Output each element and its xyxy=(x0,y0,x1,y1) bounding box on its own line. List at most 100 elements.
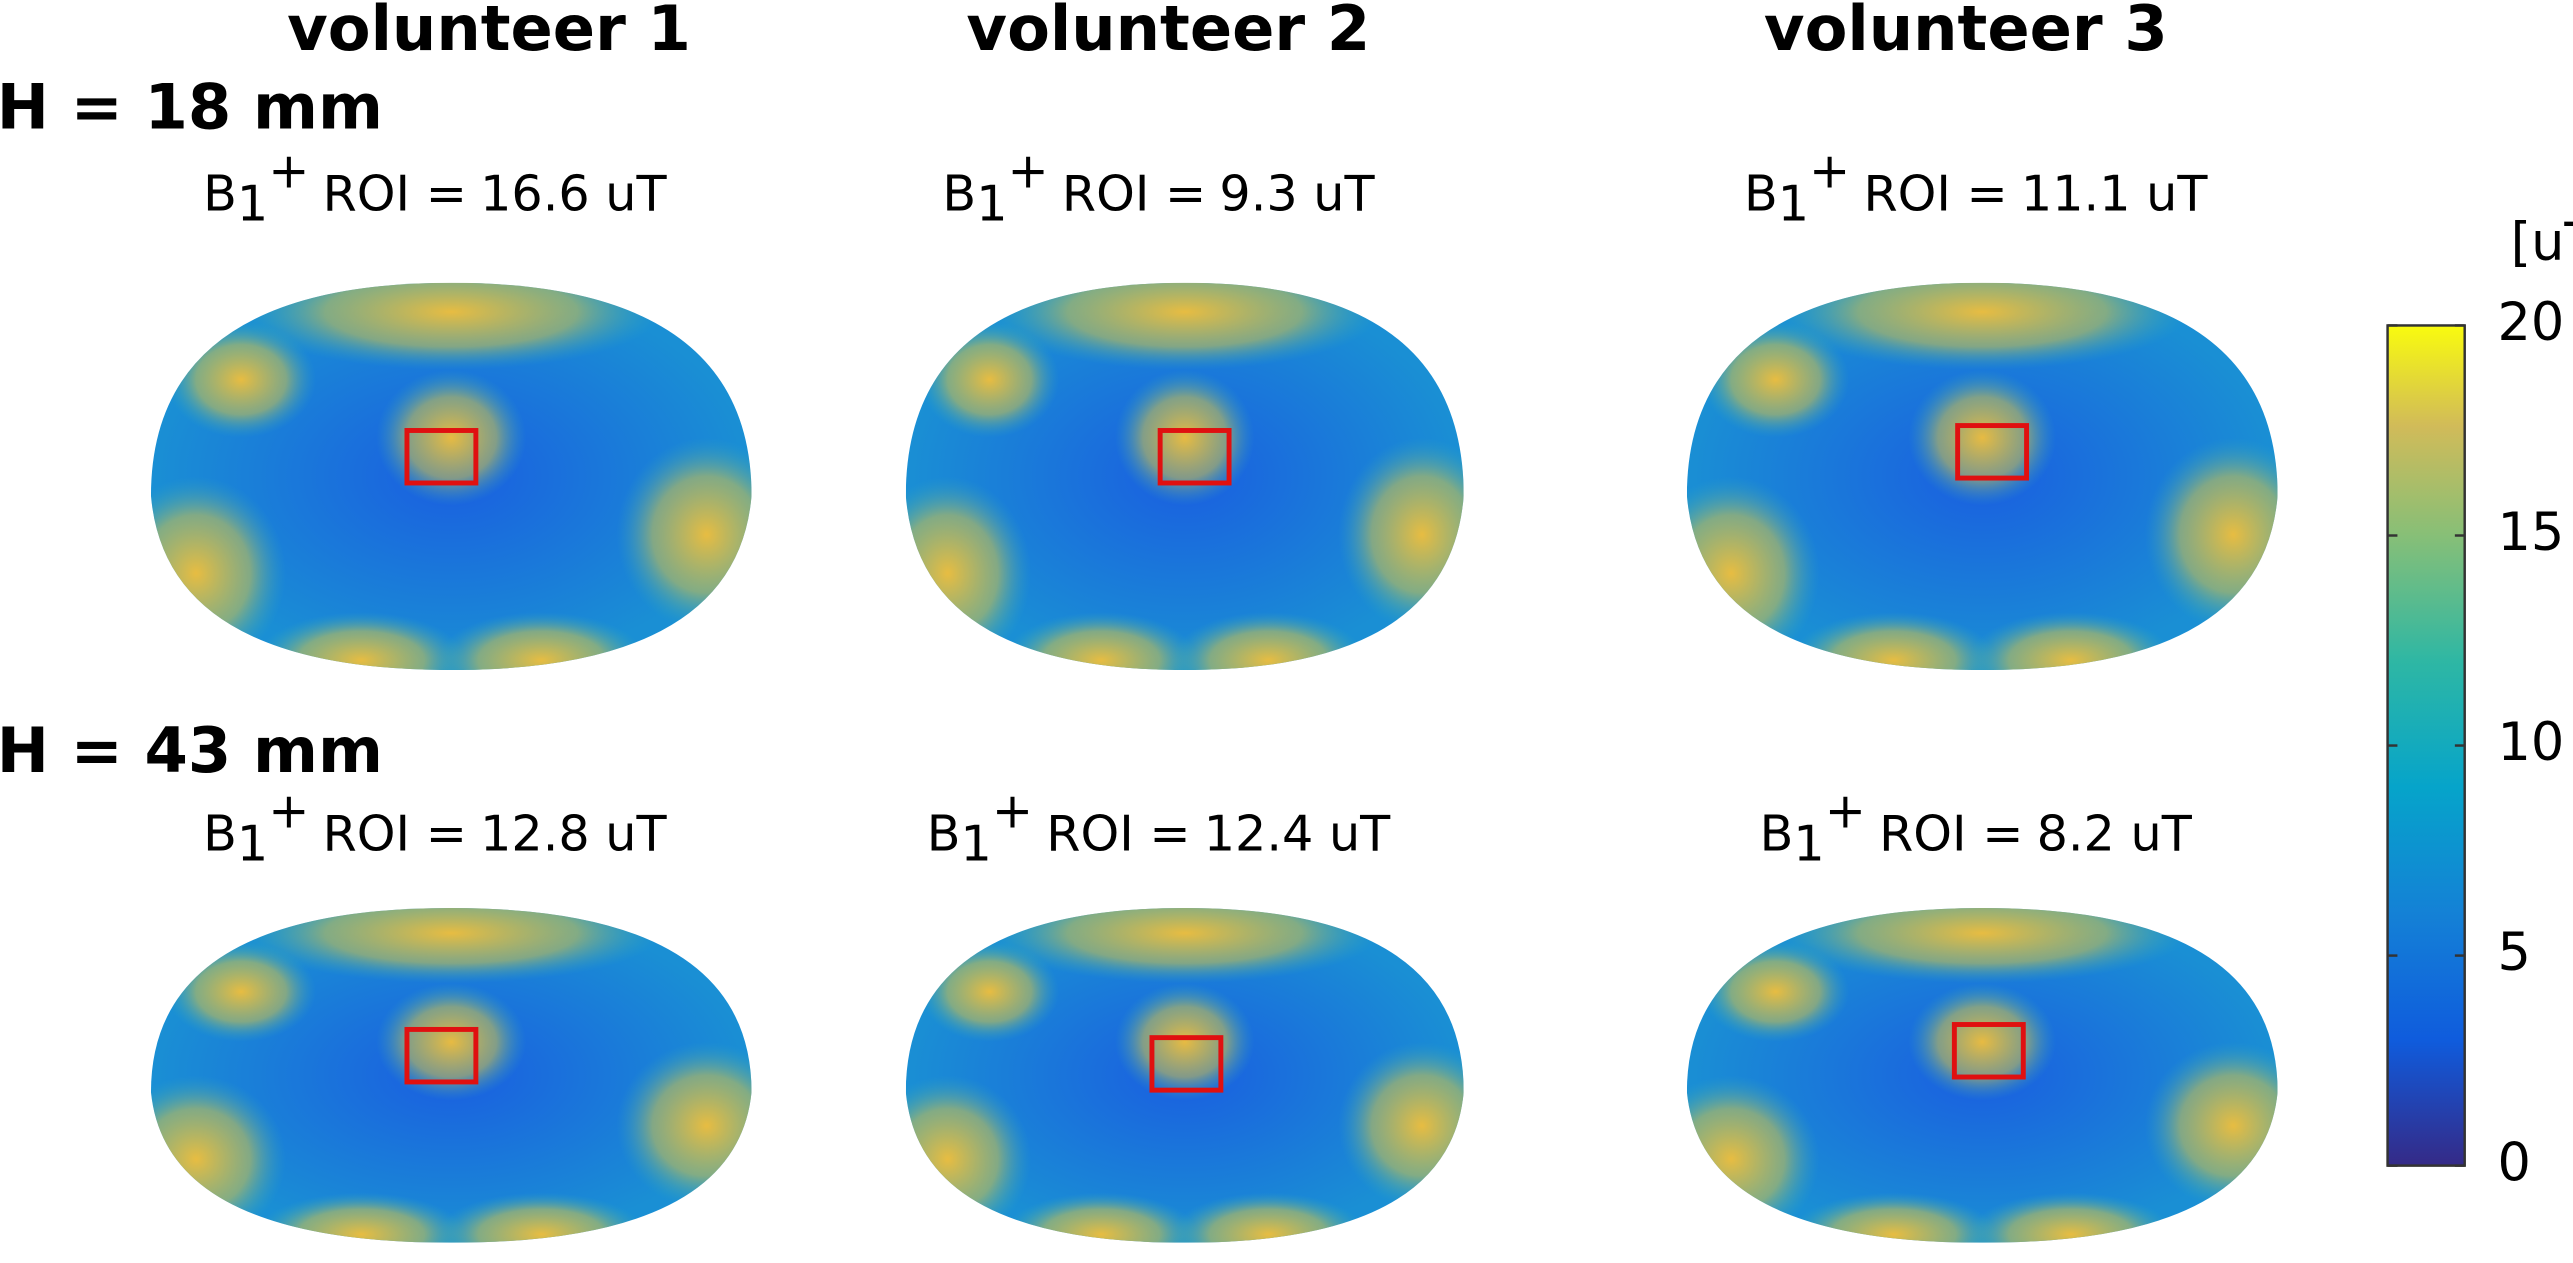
high-field-region xyxy=(1170,611,1367,671)
high-field-region xyxy=(150,476,287,671)
high-field-region xyxy=(616,1041,752,1210)
high-field-region xyxy=(1701,321,1850,438)
high-field-region xyxy=(919,321,1060,438)
roi-label: B1+ ROI = 8.2 uT xyxy=(1760,782,2193,873)
high-field-region xyxy=(436,611,647,671)
roi-text: ROI = xyxy=(1879,805,2023,863)
high-field-region xyxy=(1686,476,1820,671)
high-field-region xyxy=(1908,983,2057,1101)
b1-map xyxy=(1686,282,2278,671)
roi-text: ROI = xyxy=(1863,165,2007,223)
row-label: H = 18 mm xyxy=(0,71,383,144)
map-body xyxy=(905,282,1464,671)
roi-sub: 1 xyxy=(1778,174,1809,232)
column-title: volunteer 2 xyxy=(966,0,1370,65)
b1-map xyxy=(905,907,1464,1243)
high-field-region xyxy=(376,983,527,1101)
high-field-region xyxy=(150,1075,287,1243)
roi-box xyxy=(1955,423,2030,481)
high-field-region xyxy=(376,369,527,506)
roi-base: B xyxy=(1744,165,1778,223)
map-body xyxy=(1686,282,2278,671)
column-title: volunteer 3 xyxy=(1764,0,2168,65)
column-title: volunteer 1 xyxy=(287,0,691,65)
high-field-region xyxy=(1115,369,1255,506)
roi-box xyxy=(1157,428,1232,486)
roi-box xyxy=(404,428,479,486)
high-field-region xyxy=(1790,611,1998,671)
b1-map xyxy=(1686,907,2278,1243)
high-field-region xyxy=(1967,1192,2175,1243)
roi-label: B1+ ROI = 11.1 uT xyxy=(1744,142,2208,233)
high-field-region xyxy=(1967,611,2175,671)
high-field-region xyxy=(905,476,1032,671)
map-body xyxy=(150,907,752,1243)
high-field-region xyxy=(989,282,1381,370)
roi-base: B xyxy=(1760,805,1794,863)
b1-map xyxy=(150,282,752,671)
roi-sub: 1 xyxy=(237,174,268,232)
roi-value: 11.1 uT xyxy=(2021,165,2208,223)
roi-sub: 1 xyxy=(976,174,1007,232)
high-field-region xyxy=(905,1075,1032,1243)
roi-base: B xyxy=(927,805,961,863)
roi-value: 12.4 uT xyxy=(1204,805,1391,863)
high-field-region xyxy=(436,1192,647,1243)
high-field-region xyxy=(256,1192,467,1243)
roi-label: B1+ ROI = 16.6 uT xyxy=(203,142,667,233)
roi-text: ROI = xyxy=(323,805,467,863)
high-field-region xyxy=(919,941,1060,1042)
roi-sub: 1 xyxy=(237,814,268,872)
colorbar-tick-label: 5 xyxy=(2498,922,2531,983)
roi-label: B1+ ROI = 12.8 uT xyxy=(203,782,667,873)
high-field-region xyxy=(1338,1041,1464,1210)
high-field-region xyxy=(1003,1192,1199,1243)
colorbar-tick-label: 15 xyxy=(2498,502,2565,563)
roi-value: 8.2 uT xyxy=(2037,805,2193,863)
roi-label: B1+ ROI = 12.4 uT xyxy=(927,782,1391,873)
high-field-region xyxy=(2144,437,2278,632)
high-field-region xyxy=(1775,282,2190,370)
map-body xyxy=(150,282,752,671)
roi-label: B1+ ROI = 9.3 uT xyxy=(942,142,1375,233)
roi-base: B xyxy=(942,165,976,223)
colorbar-unit: [uT] xyxy=(2511,212,2573,273)
high-field-region xyxy=(1338,437,1464,632)
roi-sup: + xyxy=(1008,142,1049,200)
high-field-region xyxy=(1908,369,2057,506)
colorbar-tick-label: 0 xyxy=(2498,1132,2531,1193)
roi-value: 16.6 uT xyxy=(480,165,667,223)
high-field-region xyxy=(1170,1192,1367,1243)
roi-sup: + xyxy=(268,782,309,840)
roi-sub: 1 xyxy=(1793,814,1824,872)
colorbar-tick-label: 10 xyxy=(2498,712,2565,773)
roi-sup: + xyxy=(1809,142,1850,200)
high-field-region xyxy=(1115,983,1255,1101)
roi-sup: + xyxy=(1825,782,1866,840)
roi-base: B xyxy=(203,805,237,863)
map-body xyxy=(1686,907,2278,1243)
roi-box xyxy=(1951,1022,2026,1080)
roi-text: ROI = xyxy=(1046,805,1190,863)
roi-sup: + xyxy=(268,142,309,200)
high-field-region xyxy=(241,282,662,370)
high-field-region xyxy=(1701,941,1850,1042)
high-field-region xyxy=(165,941,317,1042)
roi-box xyxy=(404,1026,479,1085)
high-field-region xyxy=(1003,611,1199,671)
high-field-region xyxy=(616,437,752,632)
colorbar xyxy=(2386,324,2466,1167)
roi-value: 12.8 uT xyxy=(480,805,667,863)
roi-sub: 1 xyxy=(961,814,992,872)
row-label: H = 43 mm xyxy=(0,714,383,787)
high-field-region xyxy=(256,611,467,671)
roi-text: ROI = xyxy=(1062,165,1206,223)
map-body xyxy=(905,907,1464,1243)
high-field-region xyxy=(1790,1192,1998,1243)
high-field-region xyxy=(165,321,317,438)
roi-sup: + xyxy=(992,782,1033,840)
colorbar-tick-label: 20 xyxy=(2498,292,2565,353)
roi-text: ROI = xyxy=(323,165,467,223)
roi-base: B xyxy=(203,165,237,223)
